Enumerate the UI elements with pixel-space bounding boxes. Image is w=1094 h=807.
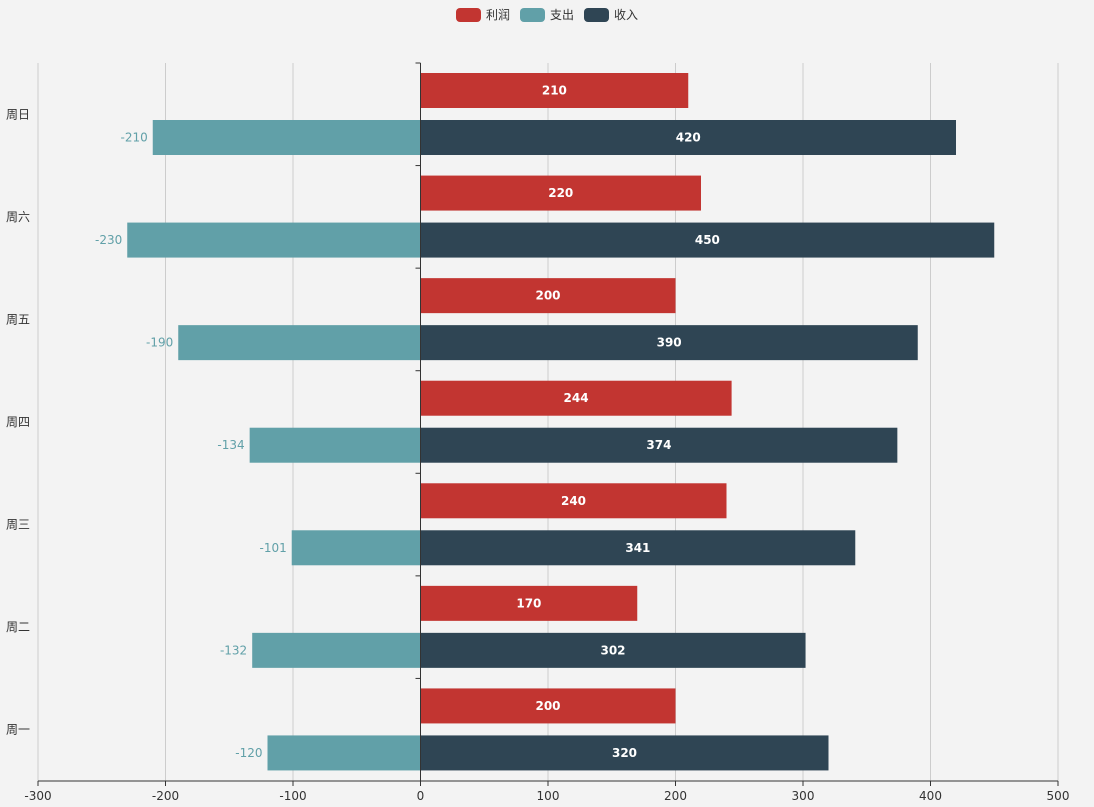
x-tick-label: 300 xyxy=(792,789,815,803)
bar-expense[interactable] xyxy=(127,222,421,258)
bar-label-profit: 220 xyxy=(548,186,573,200)
bar-label-profit: 200 xyxy=(535,699,560,713)
x-tick-label: 200 xyxy=(664,789,687,803)
bar-income[interactable] xyxy=(420,325,918,361)
bar-profit[interactable] xyxy=(420,585,638,621)
bar-label-profit: 240 xyxy=(561,494,586,508)
x-tick-label: 100 xyxy=(537,789,560,803)
bar-income[interactable] xyxy=(420,735,829,771)
bar-expense[interactable] xyxy=(252,632,421,668)
bar-label-income: 374 xyxy=(646,438,671,452)
bar-income[interactable] xyxy=(420,120,957,155)
bar-expense[interactable] xyxy=(249,427,421,463)
bar-expense[interactable] xyxy=(291,530,421,566)
bar-label-profit: 244 xyxy=(564,391,589,405)
x-tick-label: 500 xyxy=(1047,789,1070,803)
legend-swatch xyxy=(519,7,545,22)
x-tick-label: 400 xyxy=(919,789,942,803)
y-category-label: 周三 xyxy=(6,518,30,532)
y-category-label: 周六 xyxy=(6,210,30,224)
bar-income[interactable] xyxy=(420,222,995,258)
bar-label-expense: -101 xyxy=(259,541,286,555)
bar-profit[interactable] xyxy=(420,483,727,519)
bar-label-expense: -210 xyxy=(121,131,148,145)
bar-profit[interactable] xyxy=(420,688,676,724)
bar-label-expense: -230 xyxy=(95,233,122,247)
y-category-label: 周二 xyxy=(6,620,30,634)
bar-label-income: 341 xyxy=(625,541,650,555)
y-category-label: 周一 xyxy=(6,723,30,737)
x-tick-label: -300 xyxy=(24,789,51,803)
bar-expense[interactable] xyxy=(178,325,421,361)
bar-label-expense: -132 xyxy=(220,643,247,657)
legend-swatch xyxy=(455,7,481,22)
x-tick-label: -200 xyxy=(152,789,179,803)
y-category-label: 周日 xyxy=(6,107,30,121)
legend-item[interactable]: 利润 xyxy=(455,6,510,23)
legend-label: 利润 xyxy=(485,8,510,22)
x-tick-label: 0 xyxy=(417,789,425,803)
bar-profit[interactable] xyxy=(420,73,689,108)
bar-expense[interactable] xyxy=(152,120,421,155)
legend-swatch xyxy=(584,7,609,22)
bar-label-profit: 210 xyxy=(542,84,567,98)
bar-income[interactable] xyxy=(420,632,806,668)
bar-profit[interactable] xyxy=(420,278,676,314)
bar-income[interactable] xyxy=(420,427,898,463)
bar-label-income: 450 xyxy=(695,233,720,247)
bar-expense[interactable] xyxy=(267,735,421,771)
y-category-label: 周五 xyxy=(6,312,30,326)
bar-label-expense: -134 xyxy=(217,438,244,452)
legend-label: 支出 xyxy=(549,8,574,22)
bar-profit[interactable] xyxy=(420,380,732,416)
bar-label-profit: 170 xyxy=(516,596,541,610)
bar-label-expense: -190 xyxy=(146,336,173,350)
bar-income[interactable] xyxy=(420,530,856,566)
bar-label-expense: -120 xyxy=(235,746,262,760)
x-tick-label: -100 xyxy=(279,789,306,803)
bar-label-profit: 200 xyxy=(535,289,560,303)
legend: 利润 支出 收入 xyxy=(0,6,1094,23)
bar-label-income: 420 xyxy=(676,131,701,145)
legend-label: 收入 xyxy=(614,8,639,22)
bar-label-income: 320 xyxy=(612,746,637,760)
bar-label-income: 302 xyxy=(600,643,625,657)
y-category-label: 周四 xyxy=(6,415,30,429)
bar-profit[interactable] xyxy=(420,175,702,211)
legend-item[interactable]: 支出 xyxy=(519,6,574,23)
bar-label-income: 390 xyxy=(657,336,682,350)
legend-item[interactable]: 收入 xyxy=(584,6,638,23)
